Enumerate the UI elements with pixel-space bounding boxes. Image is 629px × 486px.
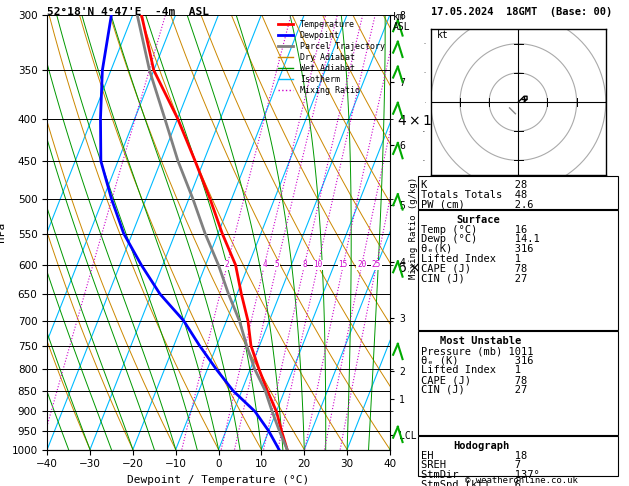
Text: 2: 2 [225, 260, 230, 270]
Text: Mixing Ratio (g/kg): Mixing Ratio (g/kg) [409, 177, 418, 279]
Text: CAPE (J)       78: CAPE (J) 78 [421, 375, 528, 385]
Legend: Temperature, Dewpoint, Parcel Trajectory, Dry Adiabat, Wet Adiabat, Isotherm, Mi: Temperature, Dewpoint, Parcel Trajectory… [276, 17, 387, 98]
Text: 5: 5 [275, 260, 279, 270]
Text: 17.05.2024  18GMT  (Base: 00): 17.05.2024 18GMT (Base: 00) [431, 7, 612, 17]
Text: 15: 15 [338, 260, 348, 270]
Text: kt: kt [437, 30, 448, 40]
Text: 10: 10 [313, 260, 323, 270]
Text: Totals Totals  48: Totals Totals 48 [421, 190, 528, 200]
Text: Lifted Index   1: Lifted Index 1 [421, 365, 521, 376]
Text: Surface: Surface [456, 215, 500, 225]
Text: θₑ(K)          316: θₑ(K) 316 [421, 244, 534, 254]
Text: CIN (J)        27: CIN (J) 27 [421, 273, 528, 283]
Text: 8: 8 [302, 260, 307, 270]
Text: ASL: ASL [392, 22, 410, 32]
Text: θₑ (K)         316: θₑ (K) 316 [421, 356, 534, 366]
Text: StmDir         137°: StmDir 137° [421, 470, 540, 480]
Text: 20: 20 [357, 260, 366, 270]
X-axis label: Dewpoint / Temperature (°C): Dewpoint / Temperature (°C) [128, 475, 309, 485]
Text: PW (cm)        2.6: PW (cm) 2.6 [421, 199, 534, 209]
Text: Hodograph: Hodograph [453, 441, 509, 451]
Text: 25: 25 [372, 260, 381, 270]
Text: EH             18: EH 18 [421, 451, 528, 461]
Text: 4: 4 [262, 260, 267, 270]
Text: Temp (°C)      16: Temp (°C) 16 [421, 225, 528, 235]
Text: Most Unstable: Most Unstable [440, 336, 521, 347]
Text: CIN (J)        27: CIN (J) 27 [421, 385, 528, 395]
Text: K              28: K 28 [421, 180, 528, 190]
Text: SREH           7: SREH 7 [421, 460, 521, 470]
Text: © weatheronline.co.uk: © weatheronline.co.uk [465, 476, 578, 485]
Y-axis label: hPa: hPa [0, 222, 6, 242]
Text: 52°18'N 4°47'E  -4m  ASL: 52°18'N 4°47'E -4m ASL [47, 7, 209, 17]
Text: Pressure (mb) 1011: Pressure (mb) 1011 [421, 346, 534, 356]
Text: StmSpd (kt)    6: StmSpd (kt) 6 [421, 480, 521, 486]
Text: CAPE (J)       78: CAPE (J) 78 [421, 263, 528, 274]
Text: Lifted Index   1: Lifted Index 1 [421, 254, 521, 264]
Text: km: km [392, 12, 404, 22]
Text: Dewp (°C)      14.1: Dewp (°C) 14.1 [421, 234, 540, 244]
